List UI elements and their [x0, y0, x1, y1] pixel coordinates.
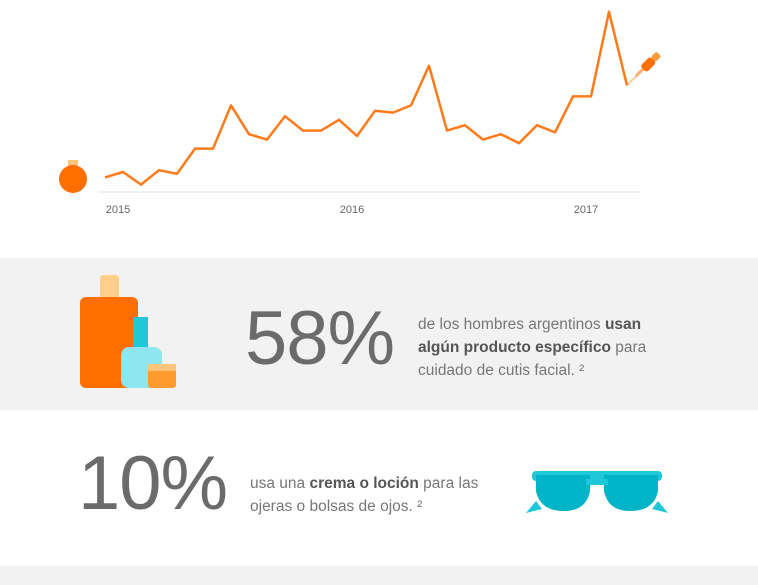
- stat-text: de los hombres argentinos usan algún pro…: [418, 313, 678, 382]
- stat-text-bold: crema o loción: [309, 475, 419, 492]
- chart: 2015 2016 2017: [59, 10, 661, 216]
- stat-text-part: de los hombres argentinos: [418, 316, 605, 333]
- stat-text-part: usa una: [250, 475, 310, 492]
- cosmetics-icon: [80, 275, 176, 388]
- sunglasses-icon: [526, 471, 668, 513]
- stat-text-bold: usan algún producto específico: [418, 316, 642, 356]
- x-tick-label: 2015: [106, 204, 130, 216]
- footer-band: [0, 566, 758, 585]
- x-tick-label: 2016: [340, 204, 364, 216]
- stat-text-part: para cuidado de cutis facial. ²: [418, 339, 647, 379]
- x-tick-label: 2017: [574, 204, 598, 216]
- bottle-icon: [59, 160, 87, 193]
- dropper-icon: [634, 52, 661, 78]
- stat-figure: 10%: [78, 441, 228, 526]
- line: [104, 10, 629, 186]
- stat-text: usa una crema o loción para las ojeras o…: [250, 472, 500, 518]
- stat-text-part: para las ojeras o bolsas de ojos. ²: [250, 475, 479, 515]
- stat-figure: 58%: [245, 296, 395, 381]
